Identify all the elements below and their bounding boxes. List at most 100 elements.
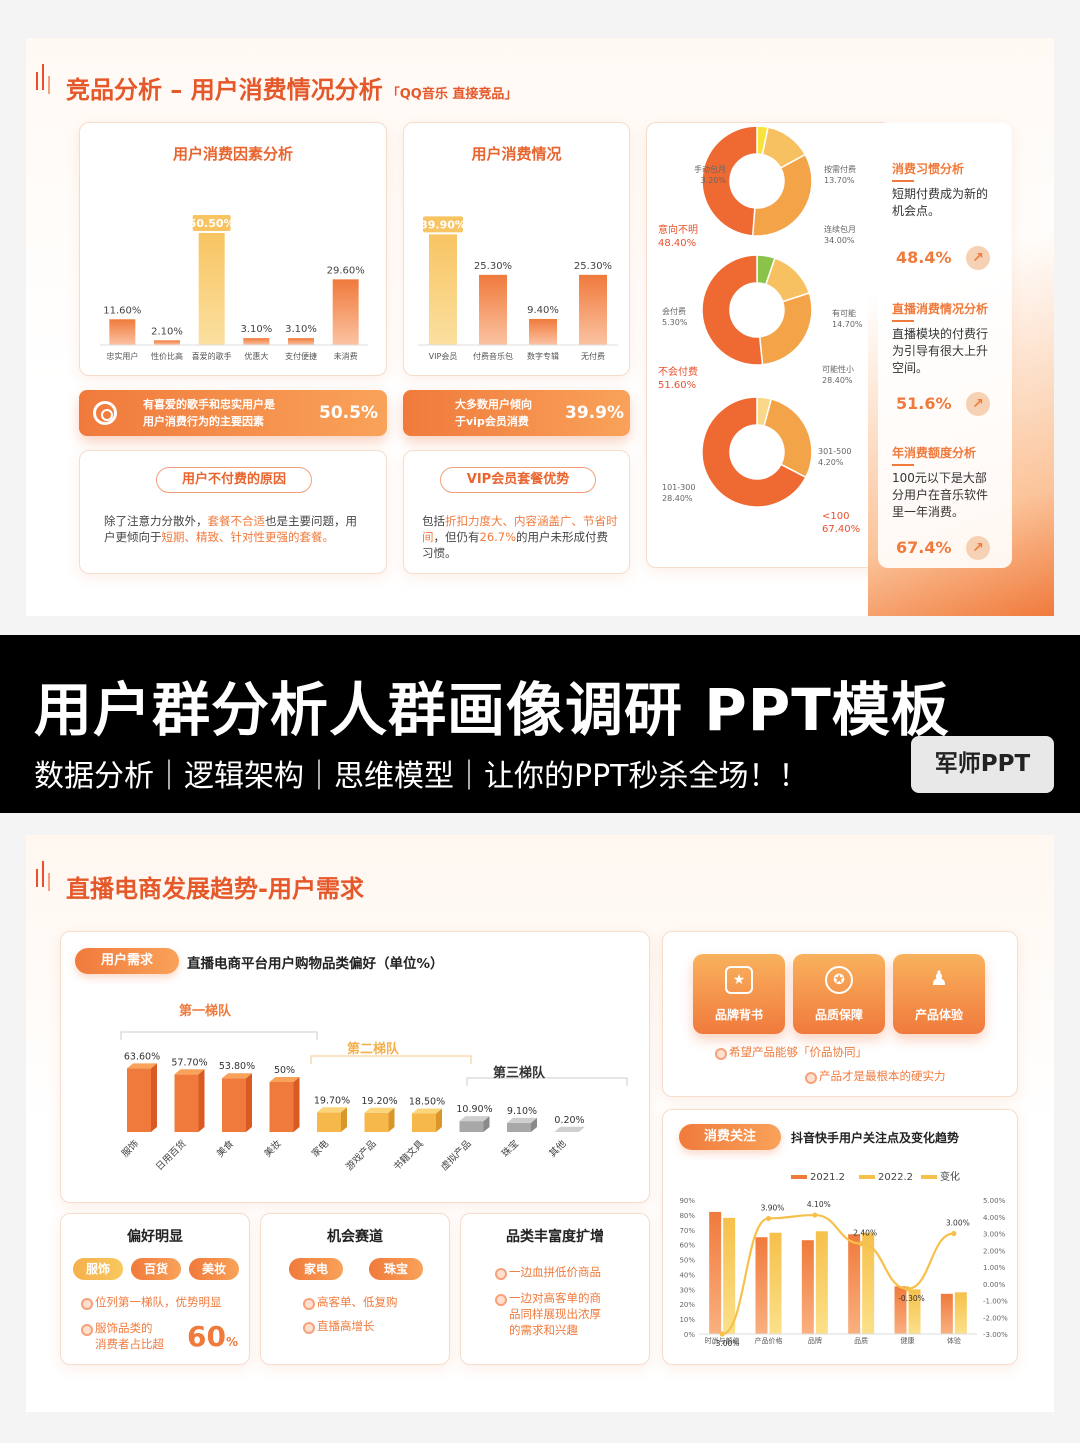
bar-2022 bbox=[815, 1231, 828, 1334]
category-label: 珠宝 bbox=[499, 1138, 521, 1160]
bar-value-badge bbox=[192, 214, 231, 231]
consume-summary-text: 大多数用户倾向 于vip会员消费 bbox=[455, 398, 532, 428]
vip-advantage-card: VIP会员套餐优势 包括折扣力度大、内容涵盖广、节省时间，但仍有26.7%的用户… bbox=[403, 450, 630, 574]
vip-advantage-tag: VIP会员套餐优势 bbox=[440, 467, 596, 493]
donut3-label-a: 301-500 4.20% bbox=[818, 447, 852, 467]
bar-value-label: 25.30% bbox=[474, 261, 512, 272]
y-right-tick: 2.00% bbox=[983, 1247, 1006, 1255]
chance-bullet-2: 直播高增长 bbox=[303, 1319, 375, 1334]
category-label: 性价比高 bbox=[151, 351, 183, 361]
bar-value-label: 63.60% bbox=[124, 1051, 160, 1062]
factor-summary-value: 50.5% bbox=[319, 403, 378, 423]
change-label: 3.90% bbox=[761, 1203, 785, 1212]
consume-summary-value: 39.9% bbox=[565, 403, 624, 423]
bar bbox=[332, 279, 359, 345]
chance-bullet-1: 高客单、低复购 bbox=[303, 1295, 398, 1310]
tier1-label: 第一梯队 bbox=[179, 1004, 232, 1019]
bar-value-label: 0.20% bbox=[554, 1115, 584, 1126]
insight1-body: 短期付费成为新的机会点。 bbox=[892, 187, 989, 218]
bar-value-label: 53.80% bbox=[219, 1061, 255, 1072]
focus-pill: 消费关注 bbox=[679, 1124, 781, 1150]
change-label: 2.40% bbox=[853, 1229, 877, 1238]
bar-value-label: 39.90% bbox=[420, 218, 466, 231]
pref-bullet-1: 位列第一梯队，优势明显 bbox=[81, 1295, 222, 1310]
insight2-pct: 51.6% bbox=[896, 394, 952, 413]
chance-pill-jewelry: 珠宝 bbox=[369, 1258, 423, 1280]
change-point bbox=[812, 1212, 818, 1218]
change-line bbox=[721, 1213, 955, 1336]
y-left-tick: 90% bbox=[679, 1197, 695, 1205]
category-label: 品质 bbox=[854, 1336, 868, 1345]
bar-side bbox=[483, 1116, 490, 1132]
category-label: 无付费 bbox=[581, 351, 605, 361]
user-need-pill: 用户需求 bbox=[75, 948, 179, 974]
bar-value-label: 11.60% bbox=[103, 305, 141, 316]
focus-trend-chart: 2021.2 2022.2 变化 0% 10% 20% 30% 40% 50% 60% 70% 80%… bbox=[679, 1170, 1008, 1348]
bar-value-label: 50.50% bbox=[189, 217, 235, 230]
bar bbox=[429, 234, 457, 345]
legend-label: 2021.2 bbox=[810, 1172, 845, 1183]
focus-heading: 抖音快手用户关注点及变化趋势 bbox=[791, 1131, 960, 1145]
change-point bbox=[904, 1286, 911, 1292]
tile-bullet-2: 产品才是最根本的硬实力 bbox=[805, 1069, 946, 1084]
category-label: 品牌 bbox=[808, 1336, 822, 1345]
bar-top bbox=[364, 1107, 395, 1113]
category-label: 支付便捷 bbox=[285, 351, 317, 361]
bar-side bbox=[388, 1107, 395, 1132]
trend-up-icon: ↗ bbox=[966, 392, 990, 416]
donut2-label-d: 不会付费 51.60% bbox=[658, 367, 698, 391]
category-label: 虚拟产品 bbox=[438, 1138, 473, 1173]
category-label: 美妆 bbox=[262, 1137, 284, 1159]
category-label: 美食 bbox=[214, 1137, 236, 1159]
bar-top bbox=[127, 1063, 157, 1069]
category-label: 付费音乐包 bbox=[473, 351, 513, 361]
bar bbox=[479, 274, 507, 345]
category-pref-heading: 直播电商平台用户购物品类偏好（单位%） bbox=[187, 956, 444, 972]
category-pref-chart: 63.60% 服饰 57.70% 日用百货 53.80% 美食 50% 美妆 19.70% 家电 1… bbox=[119, 1031, 628, 1173]
donut2-label-b: 有可能 14.70% bbox=[832, 309, 863, 329]
bar-top bbox=[412, 1108, 442, 1114]
nopay-reason-tag: 用户不付费的原因 bbox=[156, 467, 312, 493]
y-right-tick: -2.00% bbox=[983, 1314, 1008, 1322]
nopay-reason-card: 用户不付费的原因 除了注意力分散外，套餐不合适也是主要问题，用户更倾向于短期、精… bbox=[79, 450, 387, 574]
category-label: 产品价格 bbox=[755, 1336, 783, 1345]
bar bbox=[507, 1122, 531, 1132]
bar-2022 bbox=[723, 1217, 736, 1334]
promo-banner: 用户群分析人群画像调研 PPT模板 数据分析｜逻辑架构｜思维模型｜让你的PPT秒… bbox=[0, 635, 1080, 813]
change-label: -0.30% bbox=[898, 1294, 925, 1303]
bar-2021 bbox=[801, 1240, 814, 1334]
y-left-tick: 70% bbox=[679, 1227, 695, 1235]
change-point bbox=[765, 1215, 772, 1222]
vip-advantage-text: 包括折扣力度大、内容涵盖广、节省时间，但仍有26.7%的用户未形成付费习惯。 bbox=[422, 514, 618, 560]
bar-top bbox=[459, 1116, 490, 1122]
y-right-tick: 1.00% bbox=[983, 1264, 1006, 1272]
change-point bbox=[858, 1240, 864, 1247]
bar-value-label: 19.20% bbox=[361, 1096, 397, 1107]
factor-summary-pill: 有喜爱的歌手和忠实用户是 用户消费行为的主要因素 50.5% bbox=[79, 390, 387, 436]
insight1-title: 消费习惯分析 bbox=[892, 162, 965, 176]
category-label: 忠实用户 bbox=[106, 351, 138, 361]
insight1-divider bbox=[892, 180, 914, 182]
category-label: VIP会员 bbox=[429, 351, 458, 361]
factor-summary-text: 有喜爱的歌手和忠实用户是 用户消费行为的主要因素 bbox=[143, 398, 275, 428]
donut2-label-a: 会付费 5.30% bbox=[662, 307, 688, 327]
insight3-body: 100元以下是大部分用户在音乐软件里一年消费。 bbox=[892, 471, 989, 519]
category-label: 时尚与颜值 bbox=[705, 1336, 740, 1345]
category-label: 优惠大 bbox=[244, 351, 268, 361]
slide-livestream-trend: 直播电商发展趋势-用户需求 用户需求 直播电商平台用户购物品类偏好（单位%） 6… bbox=[26, 835, 1054, 1412]
bar bbox=[243, 338, 270, 345]
expand-bullet-2: 一边对高客单的商 品同样展现出浓厚 的需求和兴趣 bbox=[495, 1291, 601, 1337]
bar-2022 bbox=[954, 1292, 967, 1334]
bar-2022 bbox=[769, 1232, 782, 1334]
medal-icon: ✪ bbox=[825, 966, 853, 994]
change-label: 4.10% bbox=[807, 1200, 831, 1209]
bar-value-label: 50% bbox=[274, 1065, 295, 1076]
tier1-bracket bbox=[120, 1031, 318, 1040]
change-label: 3.00% bbox=[946, 1219, 970, 1228]
pref-bullet-2: 服饰品类的 消费者占比超 bbox=[81, 1321, 164, 1351]
y-left-tick: 20% bbox=[679, 1301, 695, 1309]
slide1-title: 竞品分析 – 用户消费情况分析 「QQ音乐 直接竞品」 bbox=[66, 76, 518, 104]
category-label: 数字专辑 bbox=[527, 351, 559, 361]
slide1-title-tag: 「QQ音乐 直接竞品」 bbox=[386, 87, 518, 102]
bar-value-label: 18.50% bbox=[409, 1097, 445, 1108]
